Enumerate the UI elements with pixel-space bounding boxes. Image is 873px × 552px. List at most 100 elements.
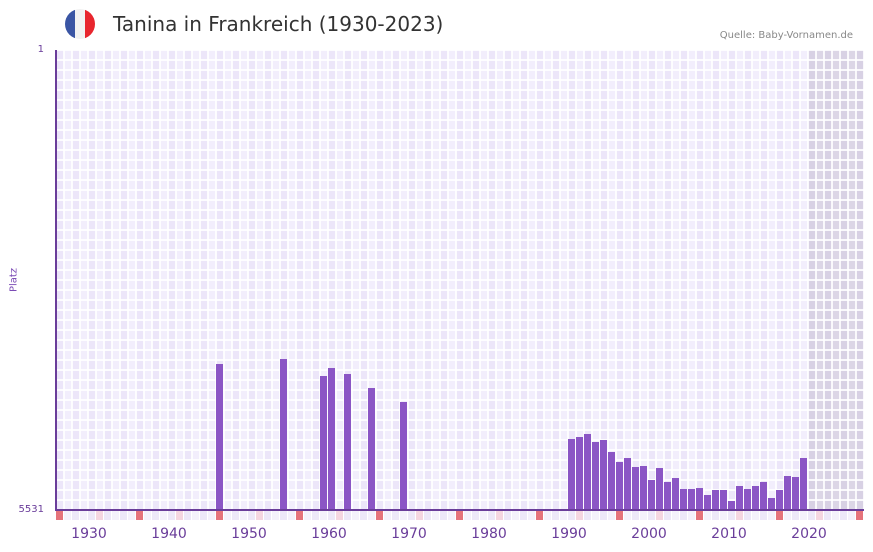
year-marker	[120, 511, 127, 520]
bar-2005[interactable]	[672, 478, 679, 510]
year-marker	[560, 511, 567, 520]
bar-2008[interactable]	[696, 488, 703, 510]
bar-2021[interactable]	[800, 458, 807, 510]
bar-2017[interactable]	[768, 498, 775, 510]
grid-line-horizontal	[56, 229, 864, 231]
year-marker	[64, 511, 71, 520]
year-marker	[88, 511, 95, 520]
year-marker	[336, 511, 343, 520]
grid-line-horizontal	[56, 209, 864, 211]
bar-2009[interactable]	[704, 495, 711, 510]
year-marker	[688, 511, 695, 520]
bar-1961[interactable]	[320, 376, 327, 510]
bar-2018[interactable]	[776, 490, 783, 510]
year-marker	[736, 511, 743, 520]
year-marker	[600, 511, 607, 520]
year-marker	[480, 511, 487, 520]
bar-1999[interactable]	[624, 458, 631, 510]
year-marker	[432, 511, 439, 520]
bar-2006[interactable]	[680, 489, 687, 510]
grid-line-horizontal	[56, 69, 864, 71]
year-marker	[656, 511, 663, 520]
year-marker	[464, 511, 471, 520]
year-marker	[728, 511, 735, 520]
bar-2002[interactable]	[648, 480, 655, 510]
year-marker	[224, 511, 231, 520]
year-marker	[192, 511, 199, 520]
bar-1948[interactable]	[216, 364, 223, 510]
year-marker	[800, 511, 807, 520]
plot-area	[56, 50, 864, 510]
year-marker	[328, 511, 335, 520]
bar-2010[interactable]	[712, 490, 719, 510]
year-marker	[792, 511, 799, 520]
bar-2019[interactable]	[784, 476, 791, 510]
bar-2014[interactable]	[744, 489, 751, 510]
grid-line-horizontal	[56, 389, 864, 391]
year-marker	[664, 511, 671, 520]
grid-line-horizontal	[56, 419, 864, 421]
grid-line-horizontal	[56, 259, 864, 261]
year-marker	[136, 511, 143, 520]
year-marker	[488, 511, 495, 520]
bar-2012[interactable]	[728, 501, 735, 510]
grid-line-horizontal	[56, 239, 864, 241]
year-marker	[256, 511, 263, 520]
grid-line-horizontal	[56, 459, 864, 461]
y-axis-line	[55, 50, 57, 511]
bar-1971[interactable]	[400, 402, 407, 510]
year-marker	[320, 511, 327, 520]
bar-1996[interactable]	[600, 440, 607, 510]
grid-line-horizontal	[56, 309, 864, 311]
bar-1998[interactable]	[616, 462, 623, 510]
bar-1992[interactable]	[568, 439, 575, 510]
grid-line-horizontal	[56, 179, 864, 181]
bar-2016[interactable]	[760, 482, 767, 510]
x-axis-line	[56, 509, 864, 511]
bar-2004[interactable]	[664, 482, 671, 510]
bar-2007[interactable]	[688, 489, 695, 510]
bar-2020[interactable]	[792, 477, 799, 510]
year-marker	[816, 511, 823, 520]
year-marker	[360, 511, 367, 520]
grid-line-horizontal	[56, 149, 864, 151]
grid-line-horizontal	[56, 469, 864, 471]
year-marker	[112, 511, 119, 520]
bar-1994[interactable]	[584, 434, 591, 510]
year-marker	[392, 511, 399, 520]
bar-1997[interactable]	[608, 452, 615, 510]
year-marker	[744, 511, 751, 520]
bar-2000[interactable]	[632, 467, 639, 510]
y-axis-label: Platz	[8, 267, 20, 293]
year-marker	[184, 511, 191, 520]
year-marker	[448, 511, 455, 520]
flag-stripe	[85, 9, 95, 39]
bar-2015[interactable]	[752, 486, 759, 510]
grid-line-horizontal	[56, 119, 864, 121]
grid-line-horizontal	[56, 479, 864, 481]
year-marker	[704, 511, 711, 520]
bar-2001[interactable]	[640, 466, 647, 510]
grid-line-horizontal	[56, 279, 864, 281]
year-marker	[352, 511, 359, 520]
bar-1962[interactable]	[328, 368, 335, 510]
year-marker	[456, 511, 463, 520]
bar-2003[interactable]	[656, 468, 663, 510]
bar-1964[interactable]	[344, 374, 351, 510]
year-marker	[208, 511, 215, 520]
grid-line-horizontal	[56, 289, 864, 291]
bar-1956[interactable]	[280, 359, 287, 510]
year-marker	[504, 511, 511, 520]
year-marker	[376, 511, 383, 520]
grid-line-horizontal	[56, 249, 864, 251]
bar-1995[interactable]	[592, 442, 599, 510]
year-marker	[344, 511, 351, 520]
year-marker	[312, 511, 319, 520]
year-marker	[720, 511, 727, 520]
year-marker	[96, 511, 103, 520]
bar-1967[interactable]	[368, 388, 375, 510]
bar-1993[interactable]	[576, 437, 583, 510]
source-label: Quelle: Baby-Vornamen.de	[719, 30, 853, 41]
bar-2011[interactable]	[720, 490, 727, 510]
bar-2013[interactable]	[736, 486, 743, 510]
